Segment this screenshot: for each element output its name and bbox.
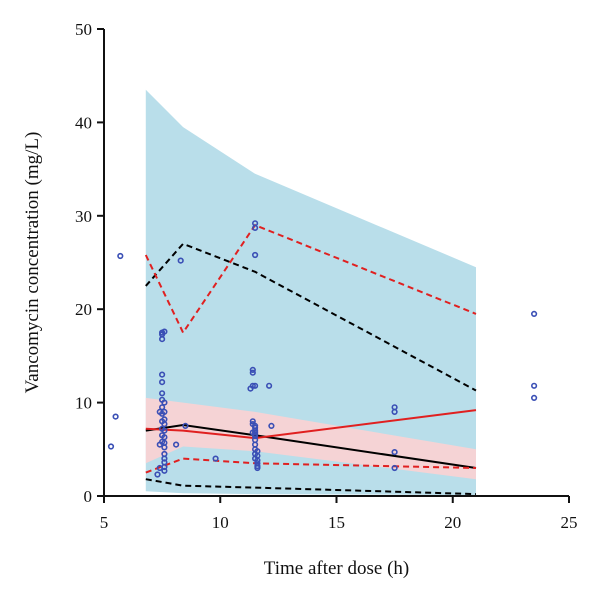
observed-point	[161, 408, 168, 416]
observed-point	[161, 444, 168, 451]
observed-point	[161, 467, 168, 474]
x-tick-label: 10	[212, 513, 229, 532]
prediction-bands	[145, 89, 477, 496]
observed-point	[159, 404, 166, 411]
observed-point	[249, 382, 256, 389]
y-tick-label: 30	[75, 207, 92, 226]
percentile-line-1	[145, 242, 477, 392]
prediction-band-2	[145, 397, 477, 480]
x-tick-label: 25	[561, 513, 578, 532]
observed-point	[254, 448, 261, 455]
x-tick-label: 15	[328, 513, 345, 532]
x-tick-label: 20	[444, 513, 461, 532]
y-tick-label: 10	[75, 394, 92, 413]
percentile-line-3	[145, 478, 477, 496]
observed-point	[530, 382, 538, 389]
observed-point	[254, 464, 261, 472]
observed-point	[159, 390, 166, 397]
y-tick-label: 40	[75, 113, 92, 132]
observed-point	[154, 471, 161, 478]
observed-point	[391, 449, 398, 456]
observed-point	[159, 379, 166, 386]
observed-point	[177, 257, 184, 264]
observed-point	[117, 252, 124, 260]
prediction-band-1	[145, 89, 477, 496]
observed-point	[107, 443, 115, 450]
observed-point	[161, 427, 168, 434]
x-axis-title: Time after dose (h)	[264, 558, 409, 579]
observed-point	[212, 455, 219, 462]
observed-point	[112, 413, 119, 420]
observed-point	[249, 418, 256, 425]
observed-point	[530, 394, 538, 402]
observed-point	[161, 399, 168, 406]
observed-point	[249, 369, 256, 376]
y-tick-label: 20	[75, 300, 92, 319]
observed-point	[161, 434, 168, 441]
observed-point	[266, 382, 273, 389]
x-tick-label: 5	[100, 513, 109, 532]
observed-point	[173, 441, 180, 448]
y-tick-label: 0	[84, 487, 93, 506]
observed-point	[391, 408, 398, 416]
observed-point	[252, 382, 259, 389]
percentile-line-6	[145, 457, 477, 474]
observed-point	[252, 433, 259, 440]
observed-point	[182, 422, 189, 430]
observed-point	[530, 310, 538, 318]
observed-point	[252, 224, 259, 231]
observed-point	[391, 464, 398, 472]
percentile-line-4	[144, 223, 477, 335]
observed-point	[161, 328, 168, 335]
axis-ticks: 5 10 15 20 25 0 10 20 30 40 50	[75, 20, 578, 532]
y-tick-label: 50	[75, 20, 92, 39]
observed-point	[249, 366, 256, 374]
observed-points	[107, 220, 538, 478]
y-axis-title: Vancomycin concentration (mg/L)	[22, 132, 43, 394]
observed-point	[161, 455, 168, 462]
observed-point	[159, 371, 166, 378]
observed-point	[268, 422, 275, 430]
observed-point	[159, 336, 166, 343]
observed-point	[252, 251, 259, 259]
observed-point	[161, 421, 168, 428]
observed-point	[161, 463, 168, 471]
